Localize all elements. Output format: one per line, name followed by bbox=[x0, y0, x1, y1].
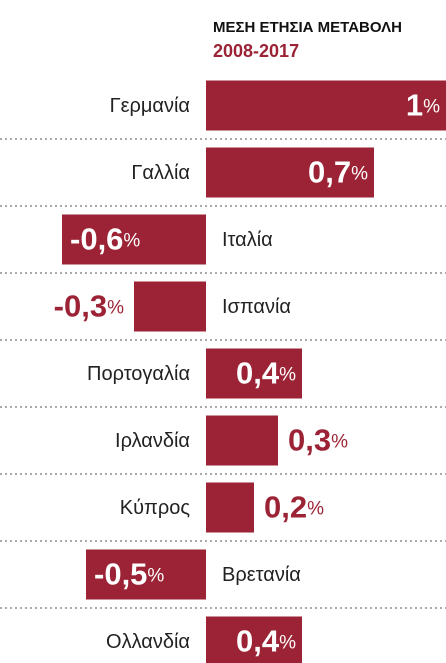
category-label: Γαλλία bbox=[131, 162, 190, 184]
bar bbox=[86, 549, 206, 600]
value-label: 0,4% bbox=[236, 356, 296, 391]
bar bbox=[206, 616, 302, 663]
bar bbox=[206, 348, 302, 399]
bar bbox=[206, 482, 254, 533]
value-label: 0,2% bbox=[264, 490, 324, 525]
category-label: Ολλανδία bbox=[106, 631, 190, 653]
category-label: Κύπρος bbox=[120, 497, 191, 519]
bar bbox=[206, 415, 278, 466]
value-label: -0,6% bbox=[70, 222, 140, 257]
bar bbox=[62, 214, 206, 265]
category-label: Βρετανία bbox=[222, 564, 301, 586]
value-label: 0,4% bbox=[236, 624, 296, 659]
value-label: 0,7% bbox=[308, 155, 368, 190]
category-label: Ισπανία bbox=[222, 296, 291, 318]
value-label: -0,3% bbox=[54, 289, 124, 324]
bar bbox=[206, 80, 446, 131]
category-label: Γερμανία bbox=[110, 95, 190, 117]
value-label: 1% bbox=[406, 88, 440, 123]
category-label: Πορτογαλία bbox=[87, 363, 190, 385]
bar bbox=[206, 147, 374, 198]
bar bbox=[134, 281, 206, 332]
chart-title: ΜΕΣΗ ΕΤΗΣΙΑ ΜΕΤΑΒΟΛΗ bbox=[213, 19, 402, 36]
chart-subtitle: 2008-2017 bbox=[213, 41, 299, 61]
value-label: -0,5% bbox=[94, 557, 164, 592]
category-label: Ιρλανδία bbox=[115, 430, 190, 452]
value-label: 0,3% bbox=[288, 423, 348, 458]
category-label: Ιταλία bbox=[222, 229, 273, 251]
